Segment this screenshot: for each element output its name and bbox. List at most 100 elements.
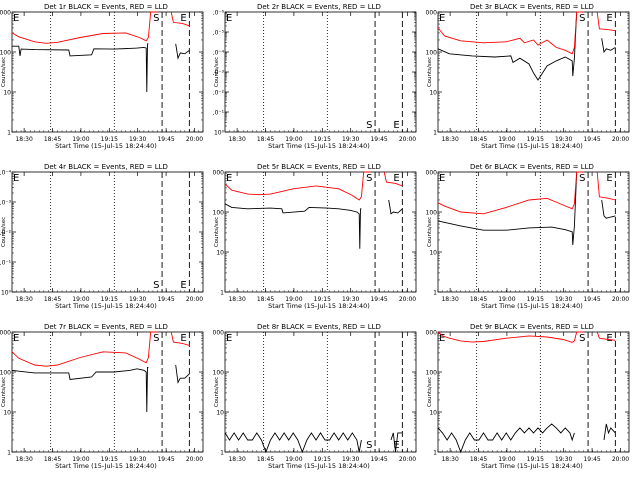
x-tick-label: 19:00 xyxy=(72,296,89,303)
y-tick-label: 10⁻¹ xyxy=(213,110,225,117)
y-tick-label: 10⁻² xyxy=(0,230,12,237)
y-tick-label: 10 xyxy=(216,410,224,417)
x-axis-label: Start Time (15-Jul-15 18:24:40) xyxy=(481,462,583,470)
marker-label-e: E xyxy=(226,13,232,24)
x-tick-label: 19:15 xyxy=(314,296,331,303)
y-tick-label: 10⁰ xyxy=(214,130,225,137)
marker-label-e: E xyxy=(393,120,399,131)
marker-label-e: E xyxy=(13,173,19,184)
x-axis-label: Start Time (15-Jul-15 18:24:40) xyxy=(481,142,583,150)
y-tick-label: 100 xyxy=(426,210,437,217)
x-tick-label: 18:30 xyxy=(441,136,458,143)
series-line-lld xyxy=(437,11,584,55)
x-tick-label: 19:00 xyxy=(72,456,89,463)
y-tick-label: 100 xyxy=(0,370,11,377)
series-line-events xyxy=(601,38,616,54)
series-line-lld xyxy=(170,331,190,346)
x-tick-label: 18:30 xyxy=(15,136,32,143)
y-tick-label: 100 xyxy=(0,50,11,57)
series-line-events xyxy=(388,199,403,215)
plot-frame xyxy=(224,171,417,293)
x-tick-label: 19:45 xyxy=(370,296,387,303)
marker-label-e: E xyxy=(180,333,186,344)
x-tick-label: 19:30 xyxy=(342,136,359,143)
marker-label-e: E xyxy=(226,333,232,344)
plot-frame xyxy=(224,331,417,453)
y-tick-label: 1 xyxy=(220,290,224,297)
y-tick-label: 10⁻¹ xyxy=(0,260,12,267)
marker-label-e: E xyxy=(606,333,612,344)
plot-frame xyxy=(224,11,417,133)
y-tick-label: 1 xyxy=(7,130,11,137)
y-tick-label: 10⁻⁴ xyxy=(0,170,12,177)
x-tick-label: 19:30 xyxy=(555,296,572,303)
x-tick-label: 19:30 xyxy=(555,136,572,143)
series-line-events xyxy=(224,432,362,454)
series-line-lld xyxy=(11,11,158,44)
x-tick-label: 19:30 xyxy=(555,456,572,463)
y-tick-label: 100 xyxy=(213,370,224,377)
x-axis-label: Start Time (15-Jul-15 18:24:40) xyxy=(268,142,370,150)
chart-panel-det-7r: Det 7r BLACK = Events, RED = LLD 1 10 100 10… xyxy=(0,323,204,470)
series-line-lld xyxy=(596,171,616,201)
y-tick-label: 100 xyxy=(426,50,437,57)
x-tick-label: 19:00 xyxy=(498,296,515,303)
x-tick-label: 19:15 xyxy=(527,456,544,463)
x-axis-label: Start Time (15-Jul-15 18:24:40) xyxy=(481,302,583,310)
x-tick-label: 18:30 xyxy=(228,296,245,303)
x-tick-label: 19:00 xyxy=(498,136,515,143)
marker-label-e: E xyxy=(606,173,612,184)
y-tick-label: 1 xyxy=(433,450,437,457)
y-tick-label: 10⁻⁴ xyxy=(213,50,225,57)
y-axis-label: Counts/sec xyxy=(214,377,220,407)
y-axis-label: Counts/sec xyxy=(427,57,433,87)
x-tick-label: 19:30 xyxy=(129,136,146,143)
y-axis-label: Counts/sec xyxy=(1,57,7,87)
x-tick-label: 18:45 xyxy=(470,296,487,303)
series-line-events xyxy=(390,432,403,453)
x-tick-label: 19:00 xyxy=(498,456,515,463)
chart-panel-det-9r: Det 9r BLACK = Events, RED = LLD 1 10 100 10… xyxy=(426,323,630,470)
y-axis-label: Counts/sec xyxy=(214,217,220,247)
series-line-events xyxy=(224,203,362,249)
chart-panel-det-6r: Det 6r BLACK = Events, RED = LLD 1 10 100 10… xyxy=(426,163,630,310)
y-tick-label: 10⁻⁶ xyxy=(213,10,225,17)
chart-title: Det 5r BLACK = Events, RED = LLD xyxy=(257,163,381,171)
y-tick-label: 1 xyxy=(433,130,437,137)
y-axis-label: Counts/sec xyxy=(1,377,7,407)
chart-panel-det-8r: Det 8r BLACK = Events, RED = LLD 1 10 100 10… xyxy=(213,323,417,470)
x-axis-label: Start Time (15-Jul-15 18:24:40) xyxy=(268,462,370,470)
marker-label-s: S xyxy=(153,333,159,344)
marker-label-s: S xyxy=(579,173,585,184)
x-tick-label: 19:30 xyxy=(342,296,359,303)
x-tick-label: 20:00 xyxy=(399,456,416,463)
series-line-lld xyxy=(596,11,616,32)
marker-label-s: S xyxy=(366,120,372,131)
chart-title: Det 2r BLACK = Events, RED = LLD xyxy=(257,3,381,11)
marker-label-e: E xyxy=(439,333,445,344)
x-tick-label: 19:45 xyxy=(583,136,600,143)
y-tick-label: 10 xyxy=(3,90,11,97)
marker-label-e: E xyxy=(393,173,399,184)
x-tick-label: 18:45 xyxy=(257,296,274,303)
chart-title: Det 8r BLACK = Events, RED = LLD xyxy=(257,323,381,331)
x-tick-label: 18:30 xyxy=(228,136,245,143)
marker-label-s: S xyxy=(153,13,159,24)
y-axis-label: Counts/sec xyxy=(214,57,220,87)
series-line-events xyxy=(603,423,616,441)
y-tick-label: 10⁻² xyxy=(213,90,225,97)
x-axis-label: Start Time (15-Jul-15 18:24:40) xyxy=(268,302,370,310)
series-line-lld xyxy=(437,171,584,215)
x-tick-label: 20:00 xyxy=(399,136,416,143)
marker-label-e: E xyxy=(180,280,186,291)
x-tick-label: 20:00 xyxy=(612,296,629,303)
x-tick-label: 18:45 xyxy=(257,136,274,143)
x-tick-label: 19:15 xyxy=(527,136,544,143)
x-tick-label: 19:45 xyxy=(583,456,600,463)
chart-title: Det 4r BLACK = Events, RED = LLD xyxy=(44,163,168,171)
marker-label-e: E xyxy=(439,13,445,24)
x-tick-label: 18:45 xyxy=(44,136,61,143)
